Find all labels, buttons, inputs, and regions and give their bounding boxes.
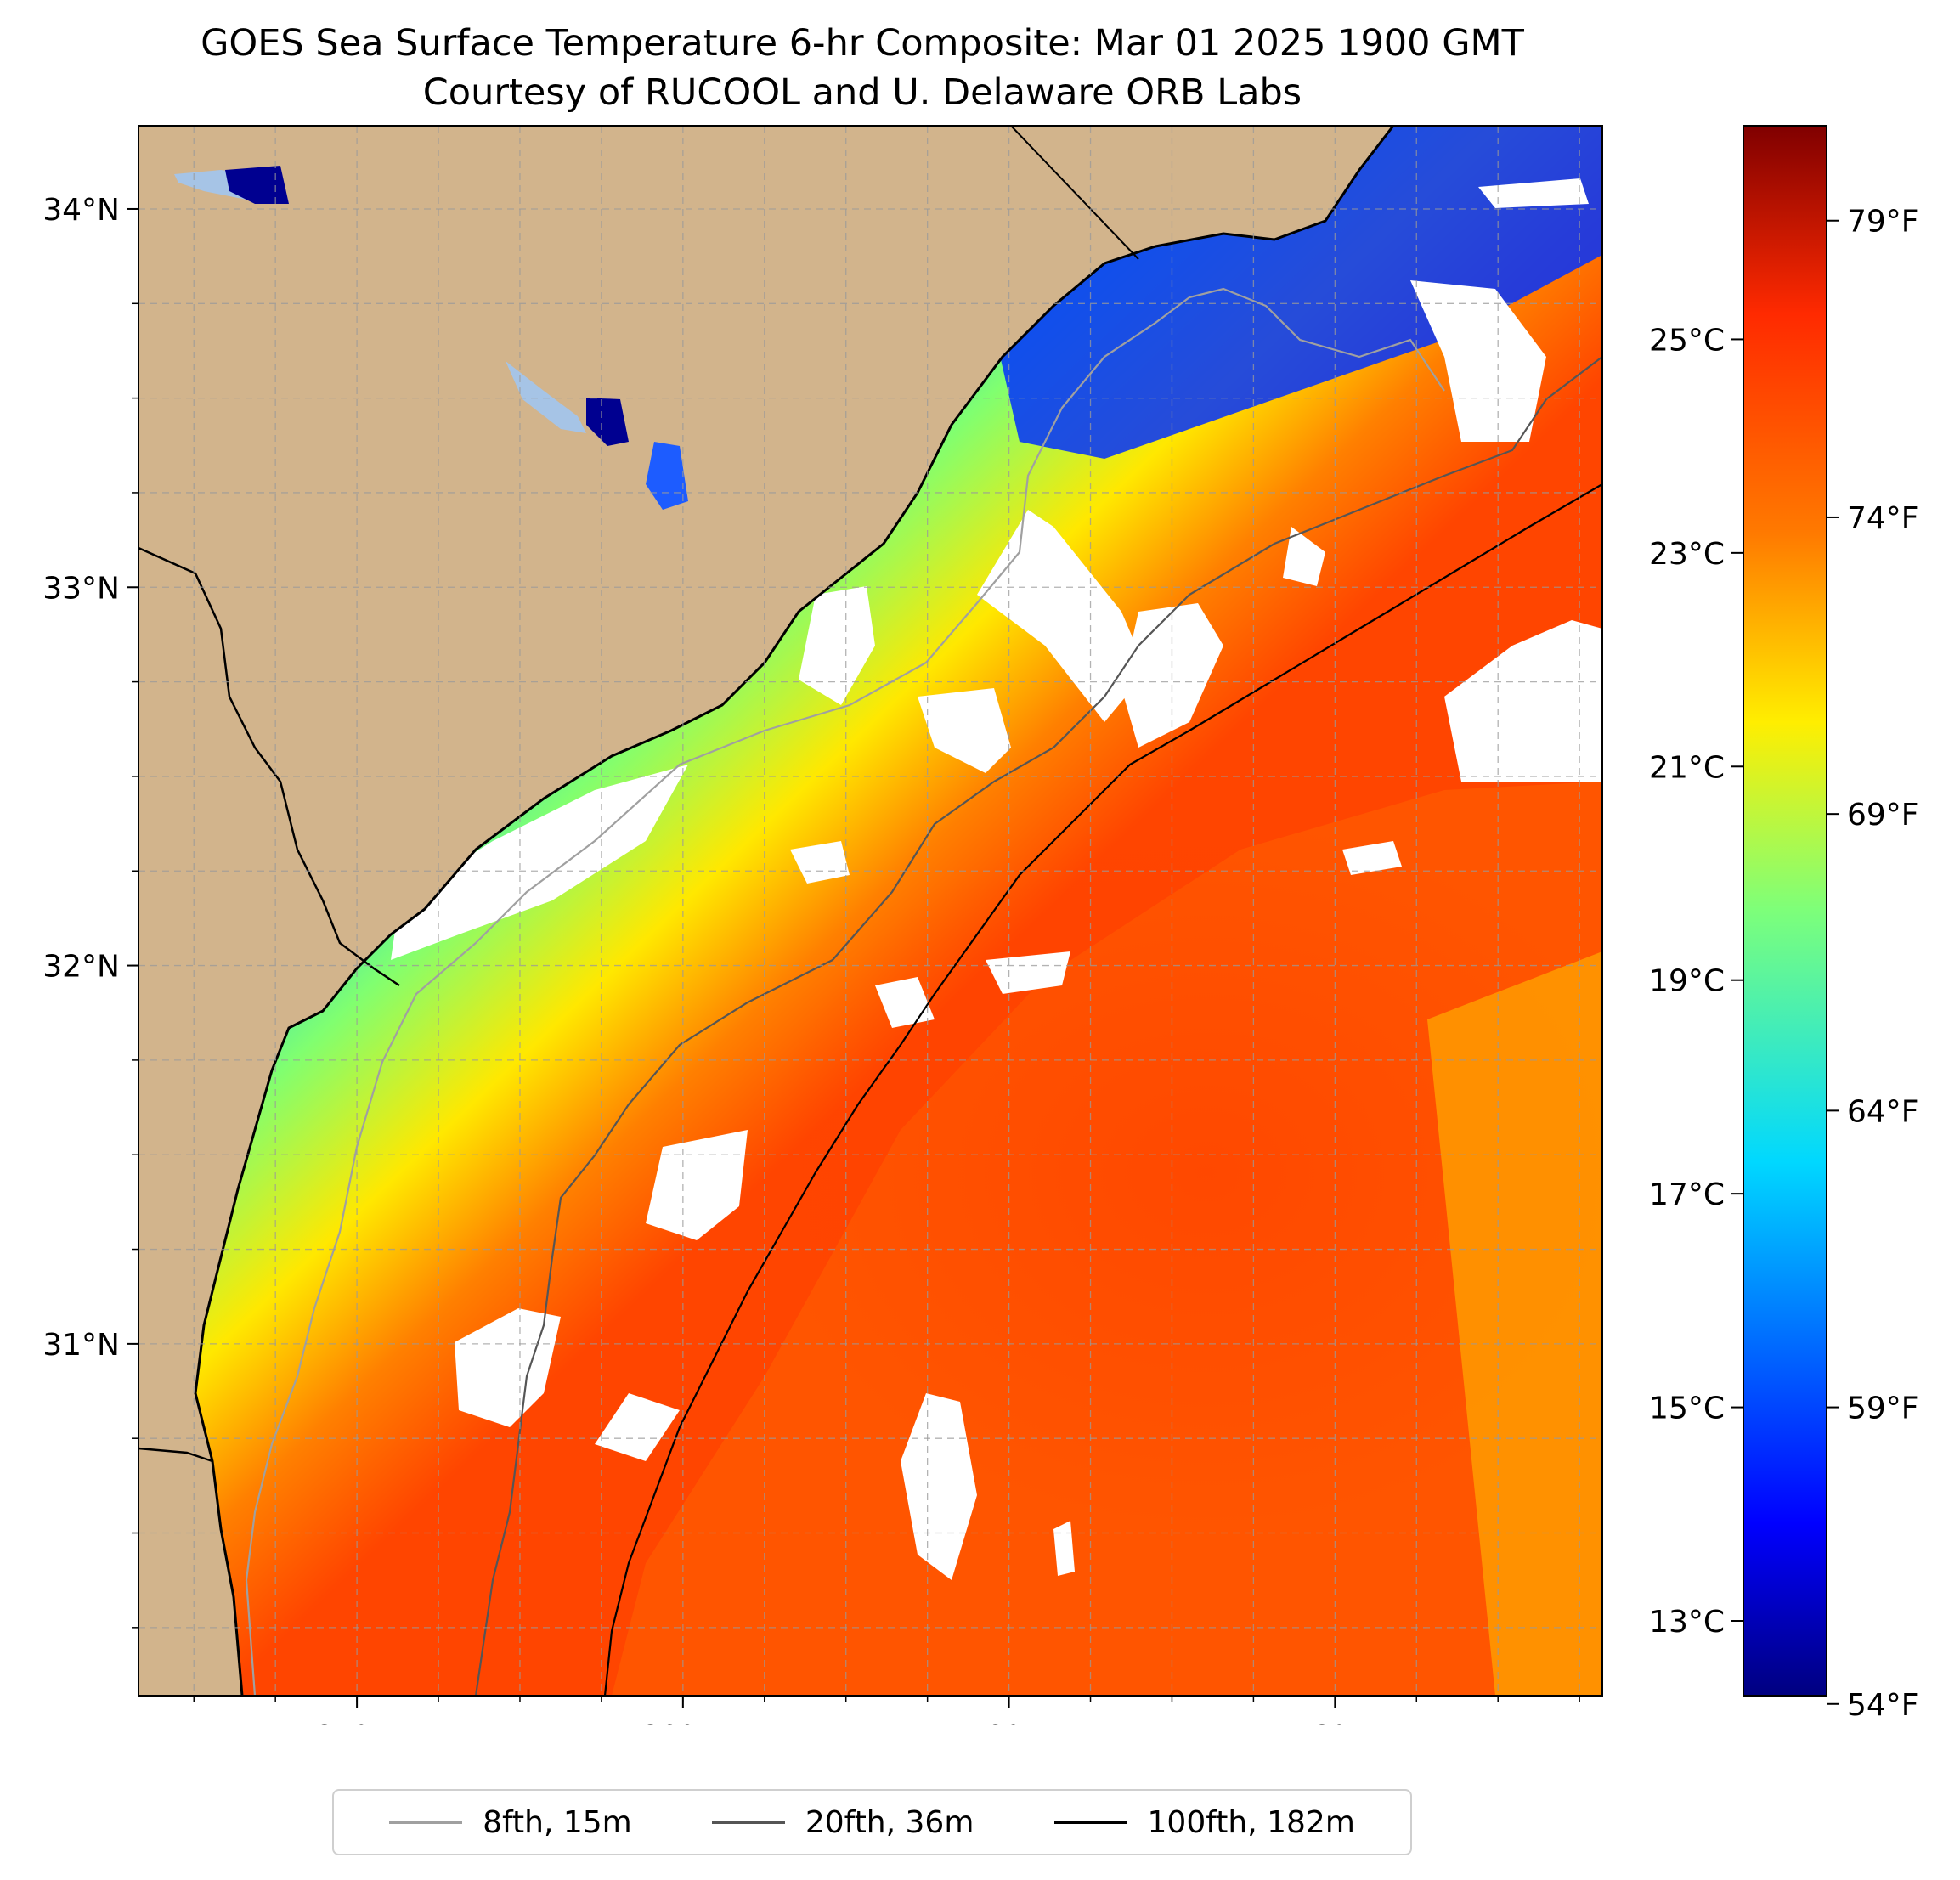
graticule [138,126,1602,1696]
celsius-tick-label: 23°C [1649,537,1725,572]
lake [506,361,586,433]
celsius-tick-label: 13°C [1649,1605,1725,1640]
lat-tick-label: 31°N [42,1328,120,1363]
colorbar [1743,125,1827,1697]
legend-label-100fth: 100fth, 182m [1147,1804,1355,1840]
celsius-tick-label: 19°C [1649,964,1725,999]
cloud-patch [918,688,1011,773]
isobaths [245,287,1602,1696]
fahrenheit-tick-label: 54°F [1847,1688,1919,1723]
cloud-patch [1478,178,1589,208]
colorbar-ticks: 13°C 15°C 17°C 19°C 21°C 23°C 25°C 54°F 59°F 64°F… [1649,205,1918,1723]
cloud-patch [455,1308,561,1427]
fahrenheit-tick-label: 79°F [1847,205,1919,240]
isobath-20fth [474,356,1602,1696]
warm-band-east [1427,951,1602,1696]
land-polygon [138,126,1393,1696]
legend-line-20fth [711,1821,785,1824]
no-data-patches [391,178,1602,1580]
coastline [194,126,1395,1696]
warm-eddy [765,816,1602,1529]
cloud-patch [1410,280,1546,442]
celsius-tick-label: 17°C [1649,1177,1725,1212]
cloud-patch [1444,620,1602,782]
cloud-patch [646,1130,748,1240]
isobath-legend: 8fth, 15m 20fth, 36m 100fth, 182m [332,1789,1412,1855]
lake-sst [225,166,289,204]
celsius-tick-label: 15°C [1649,1392,1725,1426]
fahrenheit-tick-label: 64°F [1847,1094,1919,1129]
river-boundary [138,546,400,987]
lon-tick-label: 80°W [641,1719,725,1725]
cloud-patch [1283,527,1325,586]
lake-sst [586,398,629,446]
legend-line-100fth [1053,1821,1127,1824]
legend-item-8fth: 8fth, 15m [389,1805,632,1840]
cloud-patch [790,841,850,884]
celsius-tick-label: 21°C [1649,750,1725,785]
lat-tick-label: 33°N [42,571,120,606]
legend-item-100fth: 100fth, 182m [1053,1804,1355,1840]
map-subtitle: Courtesy of RUCOOL and U. Delaware ORB L… [422,71,1302,114]
river-boundary [138,1447,213,1463]
cloud-patch [799,586,875,705]
map-frame [138,125,1603,1697]
cloud-patch [595,1393,680,1461]
legend-label-8fth: 8fth, 15m [483,1804,632,1840]
lat-tick-label: 32°N [42,950,120,985]
celsius-tick-label: 25°C [1649,323,1725,358]
land-mass [138,126,1395,1696]
map-axes: 81°W 80°W 79°W 78°W 34°N 33°N 32°N 31°N [42,193,1580,1725]
legend-line-8fth [389,1821,463,1824]
lat-tick-label: 34°N [42,193,120,228]
isobath-100fth [603,483,1602,1696]
fahrenheit-tick-label: 69°F [1847,798,1919,833]
legend-item-20fth: 20fth, 36m [711,1804,974,1840]
cloud-patch [977,510,1147,722]
fahrenheit-tick-label: 59°F [1847,1392,1919,1426]
cloud-patch [1342,841,1402,875]
sst-map-figure: 81°W 80°W 79°W 78°W 34°N 33°N 32°N 31°N 13°C 15°… [42,125,1919,1725]
cloud-patch [391,765,688,960]
legend-label-20fth: 20fth, 36m [805,1804,974,1840]
isobath-8fth [245,287,1445,1696]
cloud-patch [986,951,1070,994]
cloud-patch [1053,1521,1075,1576]
lon-tick-label: 81°W [314,1719,398,1725]
cold-shelf-north [977,126,1602,459]
map-title: GOES Sea Surface Temperature 6-hr Compos… [201,22,1524,65]
state-border [1010,126,1139,260]
fahrenheit-tick-label: 74°F [1847,501,1919,536]
cloud-patch [901,1393,977,1580]
lon-tick-label: 78°W [1293,1719,1377,1725]
lon-tick-label: 79°W [967,1719,1051,1725]
